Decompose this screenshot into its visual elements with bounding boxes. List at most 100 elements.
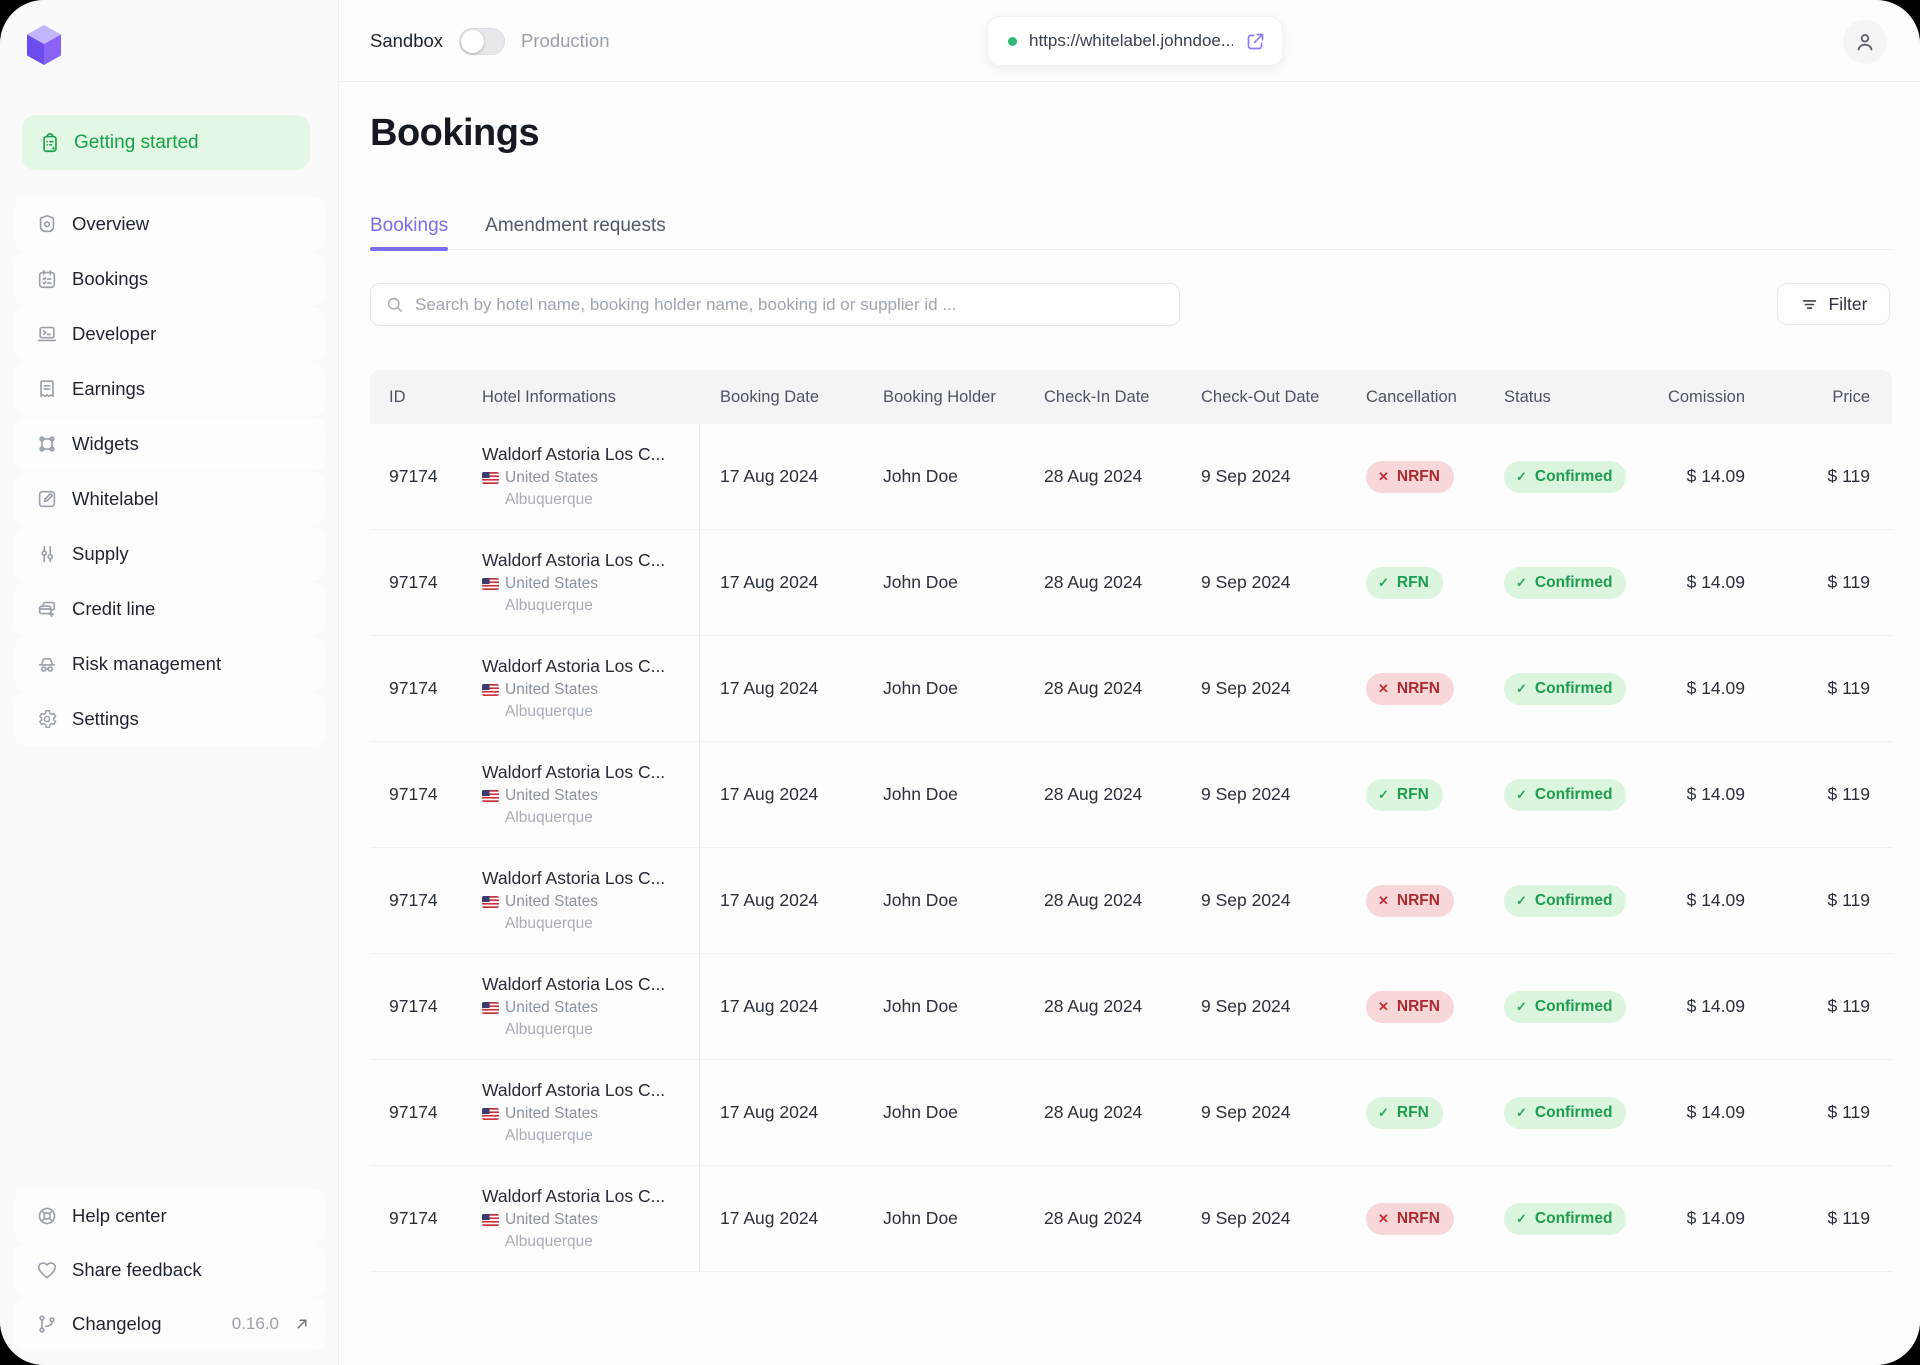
cancellation-mark-icon: ✕ [1378,998,1389,1014]
search-input[interactable] [415,294,1165,315]
hotel-country: United States [505,1105,599,1122]
column-header-id: ID [389,387,406,406]
toggle-knob [461,29,485,53]
clipboard-sparkle-icon [39,132,61,154]
check-out-date: 9 Sep 2024 [1201,784,1291,804]
check-out-date: 9 Sep 2024 [1201,996,1291,1016]
table-row[interactable]: 97174 Waldorf Astoria Los C... United St… [370,1060,1892,1166]
booking-id: 97174 [389,1208,438,1228]
status-badge: ✓ Confirmed [1504,990,1627,1023]
cancellation-badge: ✕ NRFN [1366,1202,1454,1235]
sidebar-item-whitelabel[interactable]: Whitelabel [14,472,325,526]
check-out-date: 9 Sep 2024 [1201,1102,1291,1122]
comission: $ 14.09 [1686,678,1745,698]
column-header-status: Status [1504,387,1551,406]
booking-holder: John Doe [883,466,958,486]
table-row[interactable]: 97174 Waldorf Astoria Los C... United St… [370,954,1892,1060]
sidebar-item-developer[interactable]: Developer [14,307,325,361]
hotel-name: Waldorf Astoria Los C... [482,1080,666,1100]
booking-holder: John Doe [883,784,958,804]
hotel-country: United States [505,787,599,804]
status-badge: ✓ Confirmed [1504,1096,1627,1129]
developer-icon [36,323,58,345]
table-row[interactable]: 97174 Waldorf Astoria Los C... United St… [370,424,1892,530]
sidebar-item-share-feedback[interactable]: Share feedback [14,1243,325,1297]
sidebar-item-overview[interactable]: Overview [14,197,325,251]
sidebar-item-credit-line[interactable]: Credit line [14,582,325,636]
status-badge: ✓ Confirmed [1504,1202,1627,1235]
sidebar-item-widgets[interactable]: Widgets [14,417,325,471]
sidebar-item-label: Widgets [72,433,139,454]
supply-icon [36,543,58,565]
filter-lines-icon [1802,299,1816,309]
hotel-country: United States [505,681,599,698]
sidebar-item-supply[interactable]: Supply [14,527,325,581]
status-badge: ✓ Confirmed [1504,884,1627,917]
status-check-icon: ✓ [1516,998,1527,1014]
booking-id: 97174 [389,890,438,910]
column-header-cancellation: Cancellation [1366,387,1457,406]
sidebar-item-bookings[interactable]: Bookings [14,252,325,306]
column-header-booking-holder: Booking Holder [883,387,996,406]
sidebar-item-changelog[interactable]: Changelog 0.16.0 [14,1297,325,1351]
sidebar-item-getting-started[interactable]: Getting started [22,115,310,170]
check-in-date: 28 Aug 2024 [1044,996,1143,1016]
sidebar-item-label: Whitelabel [72,488,159,509]
search-icon [387,297,402,312]
cancellation-badge: ✕ NRFN [1366,990,1454,1023]
sidebar-item-label: Changelog [72,1313,162,1334]
column-header-booking-date: Booking Date [720,387,820,406]
column-header-hotel: Hotel Informations [482,387,616,406]
status-check-icon: ✓ [1516,574,1527,590]
table-row[interactable]: 97174 Waldorf Astoria Los C... United St… [370,848,1892,954]
table-row[interactable]: 97174 Waldorf Astoria Los C... United St… [370,530,1892,636]
booking-date: 17 Aug 2024 [720,678,819,698]
changelog-version: 0.16.0 [231,1314,279,1333]
comission: $ 14.09 [1686,1208,1745,1228]
us-flag-icon [482,472,499,484]
whitelabel-url-chip[interactable]: https://whitelabel.johndoe... [987,16,1283,66]
hotel-informations: Waldorf Astoria Los C... United States A… [482,974,665,1039]
price: $ 119 [1827,572,1871,592]
open-external-icon[interactable] [1245,31,1266,52]
hotel-informations: Waldorf Astoria Los C... United States A… [482,444,665,509]
table-row[interactable]: 97174 Waldorf Astoria Los C... United St… [370,1166,1892,1272]
sidebar-item-help-center[interactable]: Help center [14,1189,325,1243]
check-in-date: 28 Aug 2024 [1044,572,1143,592]
sidebar-item-label: Share feedback [72,1259,202,1280]
tab-bookings[interactable]: Bookings [370,190,449,251]
booking-holder: John Doe [883,678,958,698]
user-avatar-button[interactable] [1843,20,1887,64]
table-row[interactable]: 97174 Waldorf Astoria Los C... United St… [370,636,1892,742]
git-branch-icon [36,1313,58,1335]
hotel-country: United States [505,999,599,1016]
check-out-date: 9 Sep 2024 [1201,678,1291,698]
column-header-comission: Comission [1667,387,1745,406]
tab-amendment-requests[interactable]: Amendment requests [485,215,666,236]
hotel-name: Waldorf Astoria Los C... [482,868,666,888]
comission: $ 14.09 [1686,996,1745,1016]
booking-date: 17 Aug 2024 [720,996,819,1016]
comission: $ 14.09 [1686,890,1745,910]
page-title: Bookings [370,112,540,154]
hotel-informations: Waldorf Astoria Los C... United States A… [482,868,665,933]
sidebar-item-risk-management[interactable]: Risk management [14,637,325,691]
sidebar-item-label: Developer [72,323,157,344]
sidebar-item-settings[interactable]: Settings [14,692,325,746]
cancellation-badge: ✕ NRFN [1366,672,1454,705]
check-in-date: 28 Aug 2024 [1044,466,1143,486]
booking-date: 17 Aug 2024 [720,1102,819,1122]
filter-button[interactable]: Filter [1777,283,1890,325]
hotel-city: Albuquerque [505,703,593,720]
status-check-icon: ✓ [1516,1210,1527,1226]
bookings-icon [36,268,58,290]
us-flag-icon [482,1002,499,1014]
sidebar-item-earnings[interactable]: Earnings [14,362,325,416]
environment-toggle[interactable] [459,27,506,55]
app-logo-cube-icon [27,25,61,65]
table-row[interactable]: 97174 Waldorf Astoria Los C... United St… [370,742,1892,848]
status-badge: ✓ Confirmed [1504,460,1627,493]
hotel-city: Albuquerque [505,915,593,932]
status-check-icon: ✓ [1516,468,1527,484]
